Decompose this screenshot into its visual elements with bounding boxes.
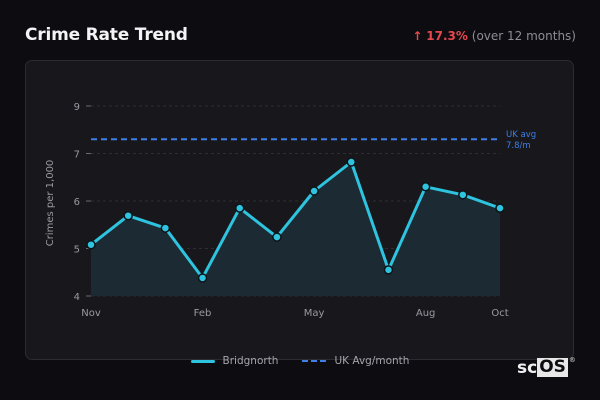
x-tick-label: Aug: [416, 308, 436, 319]
data-point-marker[interactable]: [272, 232, 282, 242]
y-axis-ticks: 4 5 6 7 9: [74, 102, 91, 303]
data-point-marker[interactable]: [383, 265, 394, 275]
registered-icon: ®: [568, 356, 576, 364]
data-point-marker[interactable]: [458, 190, 468, 200]
chart-legend: Bridgnorth UK Avg/month: [0, 355, 600, 367]
x-tick-label: May: [304, 308, 325, 319]
trend-up-icon: ↑: [412, 29, 423, 43]
data-point-marker[interactable]: [309, 186, 319, 196]
legend-label: Bridgnorth: [222, 355, 279, 367]
data-point-marker[interactable]: [234, 203, 245, 213]
data-point-marker[interactable]: [346, 157, 357, 167]
data-point-marker[interactable]: [160, 223, 171, 233]
uk-average-label-1: UK avg: [506, 130, 536, 140]
legend-item-uk-avg[interactable]: UK Avg/month: [302, 355, 409, 367]
logo-text: sc: [517, 358, 538, 378]
series-line: [90, 160, 501, 280]
y-tick-label: 5: [74, 245, 80, 256]
x-axis-ticks: Nov Feb May Aug Oct: [81, 308, 508, 319]
dashed-line-swatch-icon: [302, 360, 327, 362]
legend-label: UK Avg/month: [334, 355, 410, 367]
change-summary: ↑ 17.3% (over 12 months): [412, 29, 576, 43]
y-tick-label: 6: [74, 197, 80, 208]
data-point-marker[interactable]: [86, 239, 96, 250]
y-tick-label: 4: [74, 292, 80, 303]
data-points: [86, 157, 505, 283]
x-tick-label: Feb: [194, 308, 212, 319]
scos-logo: sc OS ®: [517, 356, 576, 378]
data-point-marker[interactable]: [495, 203, 505, 213]
logo-box: OS: [537, 357, 568, 377]
solid-line-swatch-icon: [190, 359, 215, 363]
data-point-marker[interactable]: [123, 210, 133, 221]
chart-title: Crime Rate Trend: [25, 25, 188, 45]
uk-average-label-2: 7.8/m: [506, 141, 531, 151]
change-value: 17.3%: [426, 29, 468, 43]
data-point-marker[interactable]: [197, 273, 208, 283]
series-area: [91, 162, 500, 296]
y-axis-title: Crimes per 1,000: [45, 160, 56, 247]
x-tick-label: Nov: [81, 308, 101, 319]
x-tick-label: Oct: [491, 308, 508, 319]
change-period: (over 12 months): [471, 29, 576, 43]
y-tick-label: 9: [74, 102, 80, 113]
data-point-marker[interactable]: [420, 182, 431, 192]
y-tick-label: 7: [74, 150, 80, 161]
legend-item-bridgnorth[interactable]: Bridgnorth: [190, 355, 279, 367]
